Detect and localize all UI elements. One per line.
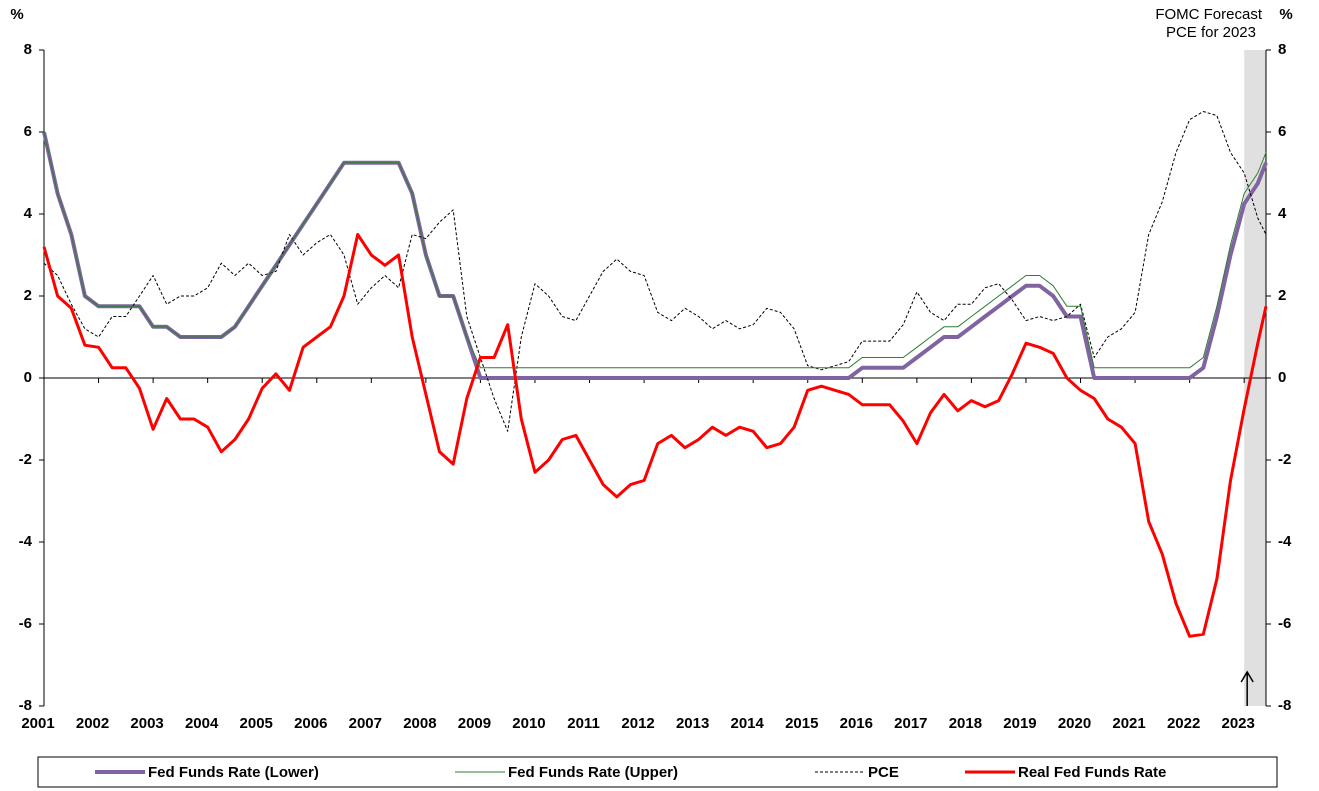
series-line [43,111,1267,432]
y2-tick-label: -8 [1278,697,1291,714]
y2-tick-label: -4 [1278,533,1292,550]
y-tick-label: 4 [24,205,33,222]
x-tick-label: 2015 [785,715,818,732]
series-line [42,233,1268,638]
x-tick-label: 2011 [567,715,600,732]
y-tick-label: 6 [24,123,32,140]
x-tick-label: 2020 [1058,715,1091,732]
y-tick-label: -8 [19,697,32,714]
x-tick-label: 2012 [621,715,654,732]
legend-label: PCE [868,764,899,781]
x-tick-label: 2001 [21,715,54,732]
y2-tick-label: 6 [1278,123,1286,140]
x-tick-label: 2005 [240,715,273,732]
x-tick-label: 2010 [512,715,545,732]
y2-axis-label: % [1279,6,1292,23]
legend-box [37,756,1278,788]
y-tick-label: 0 [24,369,32,386]
x-tick-label: 2006 [294,715,327,732]
x-tick-label: 2016 [840,715,873,732]
y-tick-label: -2 [19,451,32,468]
x-tick-label: 2017 [894,715,927,732]
y2-tick-label: 0 [1278,369,1286,386]
y-tick-label: 2 [24,287,32,304]
x-tick-label: 2023 [1221,715,1254,732]
y-tick-label: -6 [19,615,32,632]
annotation: FOMC Forecast [1155,6,1263,23]
series-line [43,131,1267,369]
x-tick-label: 2019 [1003,715,1036,732]
x-tick-label: 2018 [949,715,982,732]
x-tick-label: 2004 [185,715,219,732]
y-tick-label: 8 [24,41,32,58]
y2-tick-label: 4 [1278,205,1287,222]
legend-label: Fed Funds Rate (Lower) [148,764,319,781]
legend-label: Real Fed Funds Rate [1018,764,1166,781]
y2-tick-label: 2 [1278,287,1286,304]
x-tick-label: 2003 [130,715,163,732]
y-axis-label: % [10,6,23,23]
x-tick-label: 2013 [676,715,709,732]
x-tick-label: 2008 [403,715,436,732]
x-tick-label: 2022 [1167,715,1200,732]
x-tick-label: 2002 [76,715,109,732]
y-tick-label: -4 [19,533,33,550]
y2-tick-label: -6 [1278,615,1291,632]
y2-tick-label: -2 [1278,451,1291,468]
legend-label: Fed Funds Rate (Upper) [508,764,678,781]
y2-tick-label: 8 [1278,41,1286,58]
x-tick-label: 2014 [731,715,765,732]
x-tick-label: 2009 [458,715,491,732]
forecast-arrow [1240,670,1254,706]
x-tick-label: 2007 [349,715,382,732]
x-tick-label: 2021 [1112,715,1145,732]
series-line [42,131,1268,380]
annotation: PCE for 2023 [1166,24,1256,41]
